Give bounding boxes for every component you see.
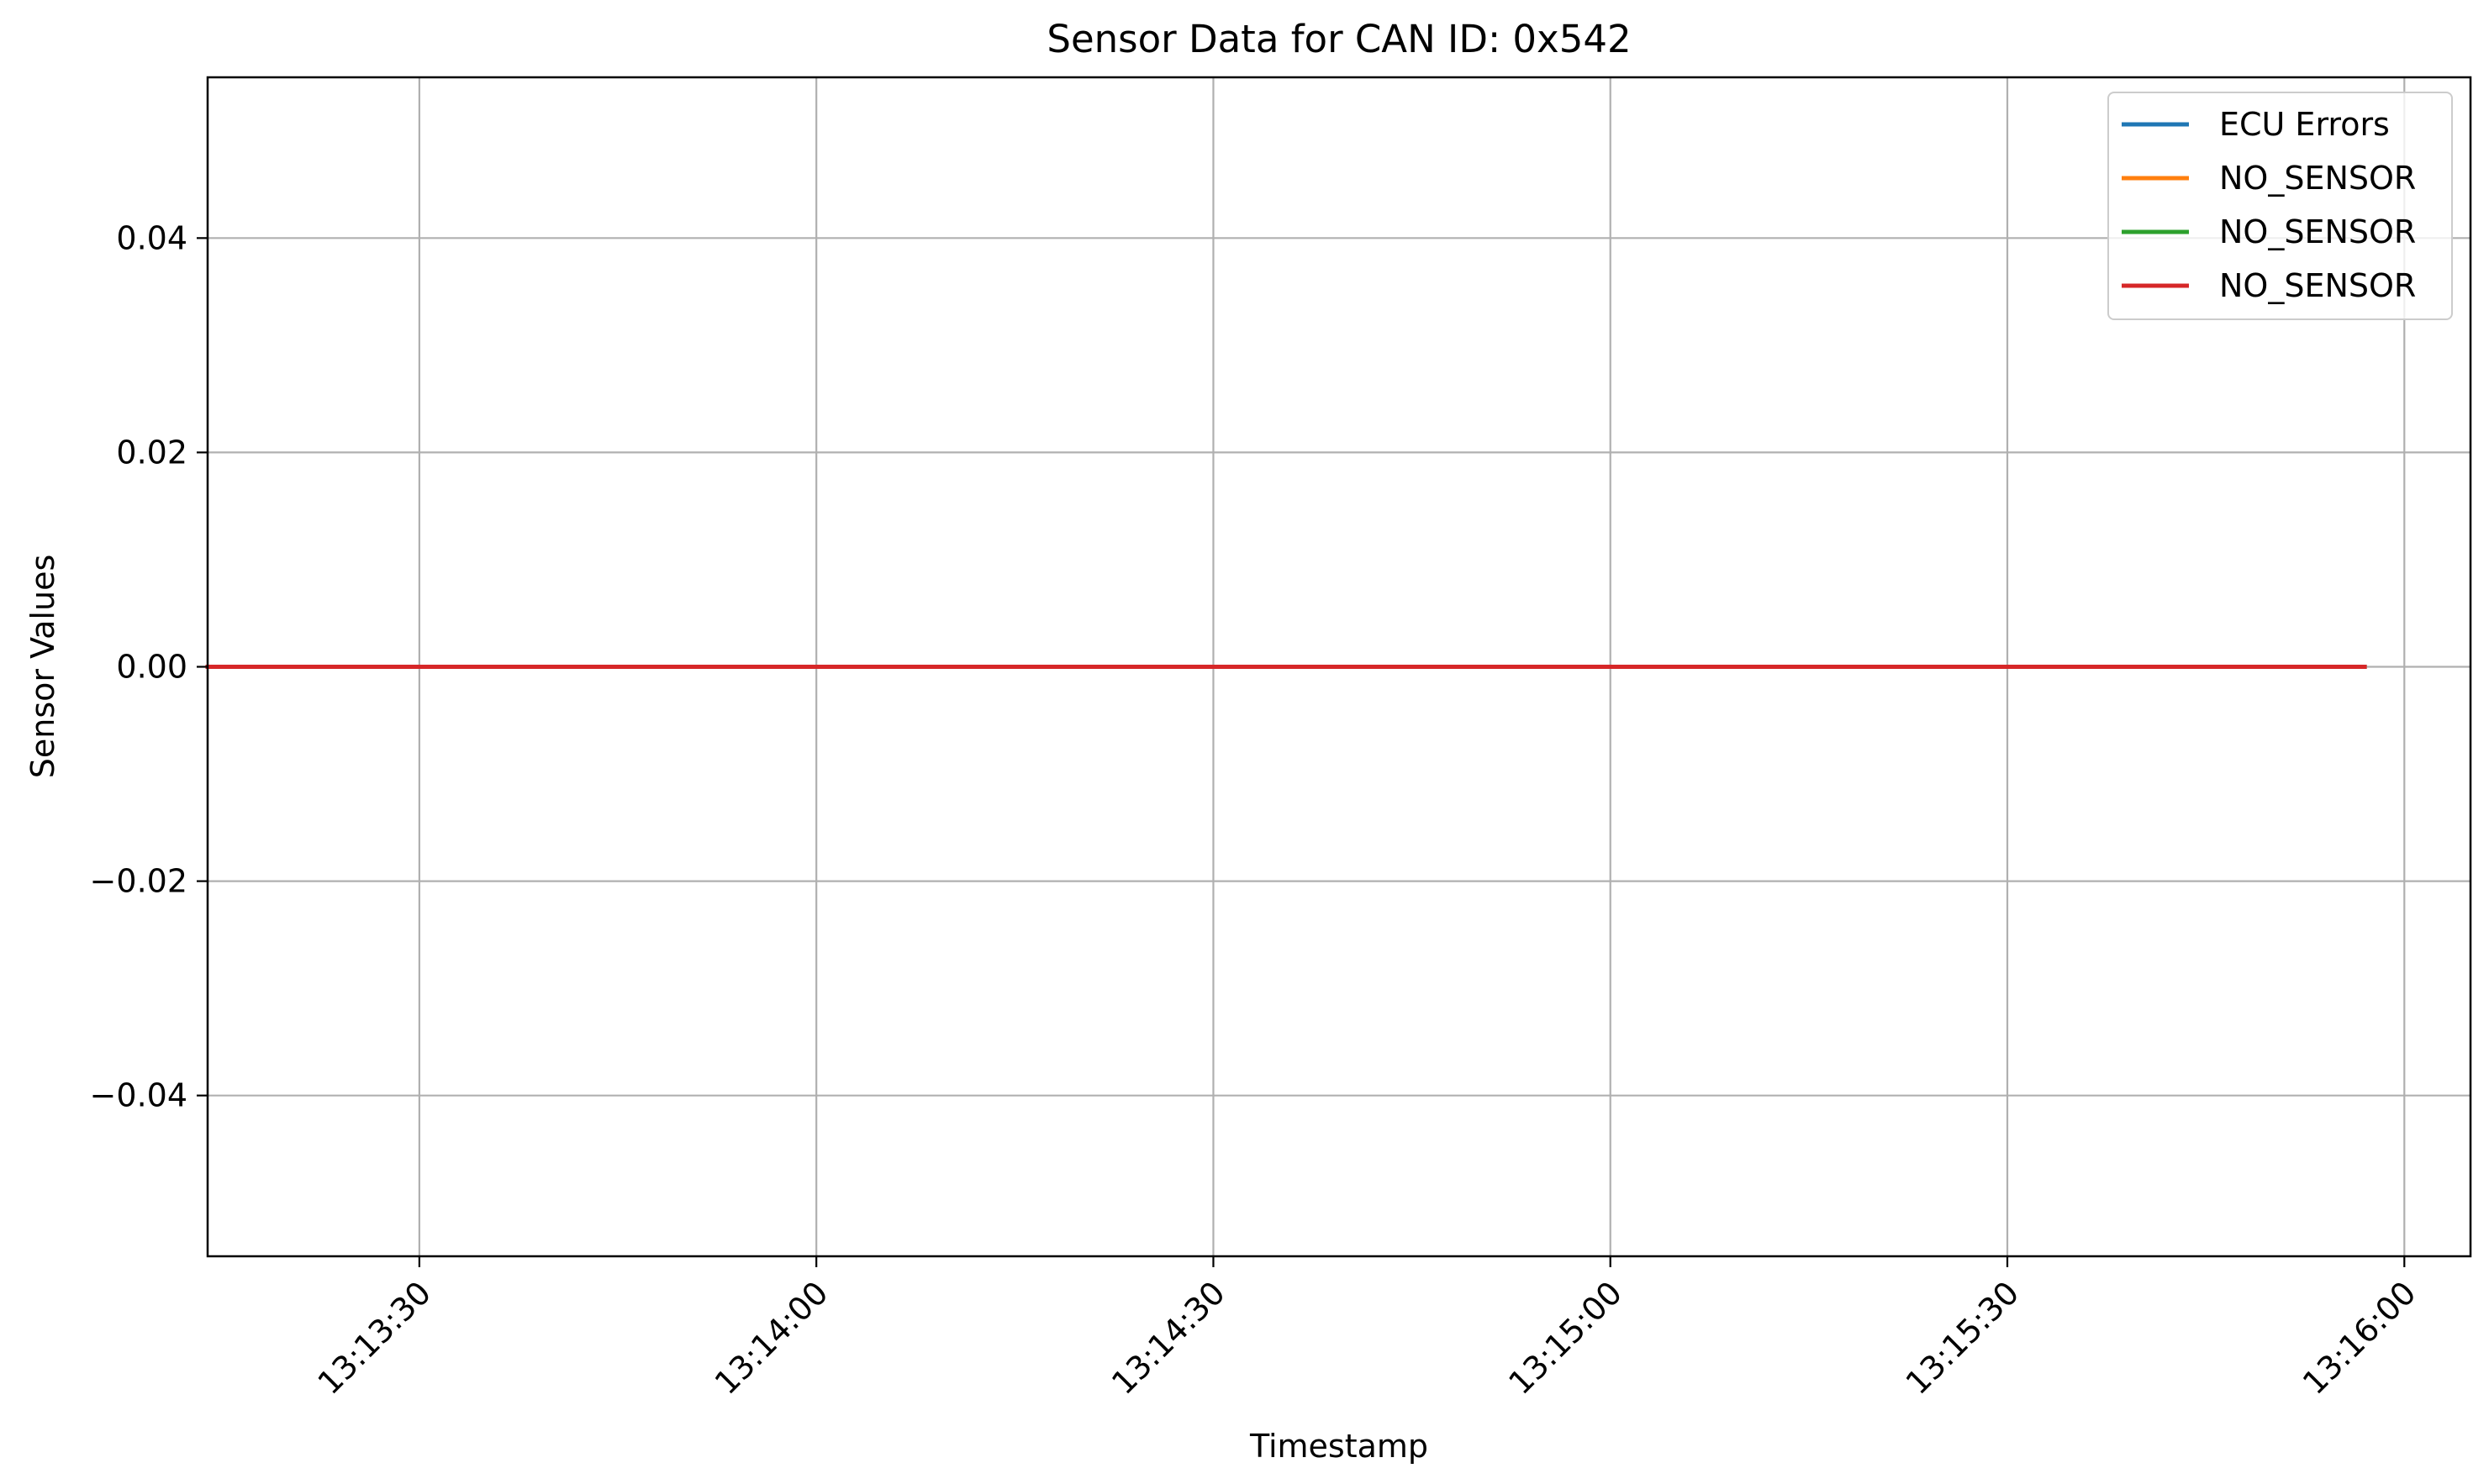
y-tick-label: 0.04 <box>116 219 187 256</box>
y-tick-label: −0.04 <box>90 1077 187 1114</box>
legend-label-4: NO_SENSOR <box>2219 267 2416 304</box>
y-tick-label: 0.02 <box>116 434 187 471</box>
legend: ECU Errors NO_SENSOR NO_SENSOR NO_SENSOR <box>2107 92 2453 320</box>
y-tick-label: −0.02 <box>90 863 187 900</box>
legend-label-1: ECU Errors <box>2219 106 2390 143</box>
legend-label-2: NO_SENSOR <box>2219 160 2416 197</box>
chart-title: Sensor Data for CAN ID: 0x542 <box>1047 17 1631 61</box>
x-axis-label: Timestamp <box>1249 1428 1428 1465</box>
y-axis-ticks: 0.04 0.02 0.00 −0.02 −0.04 <box>90 219 208 1114</box>
y-axis-label: Sensor Values <box>24 555 61 778</box>
legend-box <box>2107 92 2453 320</box>
legend-label-3: NO_SENSOR <box>2219 213 2416 250</box>
y-tick-label: 0.00 <box>116 649 187 686</box>
